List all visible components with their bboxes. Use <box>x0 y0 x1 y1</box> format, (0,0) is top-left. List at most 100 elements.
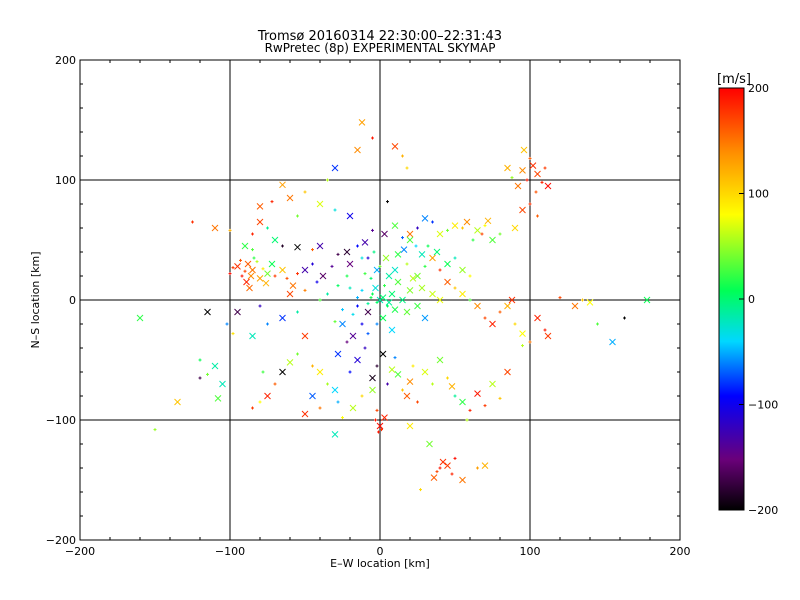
data-point <box>483 316 487 320</box>
data-point <box>385 272 393 280</box>
data-point <box>354 146 361 154</box>
data-point <box>231 332 235 336</box>
data-point <box>375 322 379 326</box>
data-point <box>421 314 429 322</box>
data-point <box>214 395 222 402</box>
colorbar-tick-label: 0 <box>748 293 755 306</box>
data-point <box>316 200 324 208</box>
data-point <box>414 244 418 248</box>
data-point <box>388 290 396 298</box>
data-point <box>316 368 324 376</box>
data-point <box>375 364 379 368</box>
y-tick-label: 100 <box>55 174 76 187</box>
data-point <box>498 232 502 236</box>
data-point <box>519 206 526 214</box>
data-point <box>581 298 584 302</box>
data-point <box>399 296 406 304</box>
data-point <box>345 340 349 344</box>
data-point <box>333 208 337 212</box>
y-tick-label: −100 <box>46 414 76 427</box>
x-axis-label: E–W location [km] <box>330 557 430 570</box>
data-point <box>379 314 387 322</box>
data-point <box>262 279 270 287</box>
data-point <box>360 288 364 292</box>
data-point <box>341 416 344 420</box>
data-point <box>239 258 242 262</box>
data-point <box>525 178 529 182</box>
data-point <box>174 398 181 406</box>
data-points <box>136 119 651 492</box>
data-point <box>349 332 357 340</box>
data-point <box>309 392 316 400</box>
data-point <box>489 236 496 244</box>
data-point <box>247 272 255 280</box>
data-point <box>643 296 651 304</box>
data-point <box>191 220 194 224</box>
data-point <box>450 472 454 476</box>
data-point <box>136 314 144 322</box>
data-point <box>489 380 496 388</box>
data-point <box>435 470 439 474</box>
data-point <box>358 119 366 126</box>
data-point <box>360 394 364 398</box>
data-point <box>558 296 562 300</box>
data-point <box>536 214 539 218</box>
data-point <box>348 370 352 374</box>
data-point <box>244 260 252 268</box>
data-point <box>383 284 386 288</box>
data-point <box>374 418 377 422</box>
data-point <box>378 264 382 268</box>
data-point <box>371 292 374 296</box>
data-point <box>451 222 459 229</box>
data-point <box>489 320 496 328</box>
data-point <box>386 200 389 204</box>
data-point <box>346 212 354 220</box>
data-point <box>414 272 421 280</box>
data-point <box>331 386 339 394</box>
data-point <box>369 374 376 382</box>
data-point <box>459 398 466 406</box>
data-point <box>406 378 414 385</box>
data-point <box>529 162 537 169</box>
data-point <box>371 136 374 140</box>
data-point <box>421 215 429 222</box>
data-point <box>474 302 481 310</box>
data-point <box>534 170 541 178</box>
colorbar-tick-label: 100 <box>748 188 769 201</box>
data-point <box>369 276 373 280</box>
data-point <box>251 406 254 410</box>
data-point <box>301 332 309 340</box>
data-point <box>380 428 383 432</box>
data-point <box>225 322 229 326</box>
data-point <box>376 422 384 430</box>
data-point <box>356 244 359 248</box>
data-point <box>453 256 457 260</box>
data-point <box>483 224 487 228</box>
data-point <box>436 356 444 364</box>
data-point <box>258 304 262 308</box>
data-point <box>240 274 244 278</box>
data-point <box>318 298 322 302</box>
data-point <box>363 272 367 276</box>
data-point <box>286 194 294 202</box>
data-point <box>481 462 489 469</box>
data-point <box>623 316 626 320</box>
data-point <box>285 276 289 280</box>
data-point <box>204 308 211 316</box>
data-point <box>319 272 327 280</box>
data-point <box>534 314 541 322</box>
data-point <box>426 244 430 248</box>
data-point <box>381 230 388 238</box>
data-point <box>296 272 299 276</box>
data-point <box>409 275 417 282</box>
data-point <box>381 414 388 421</box>
data-point <box>446 376 449 380</box>
data-point <box>360 322 364 326</box>
data-point <box>369 386 376 394</box>
data-point <box>334 350 342 358</box>
data-point <box>266 226 269 230</box>
data-point <box>414 302 421 310</box>
data-point <box>439 458 447 466</box>
data-point <box>468 408 472 412</box>
data-point <box>423 264 427 268</box>
